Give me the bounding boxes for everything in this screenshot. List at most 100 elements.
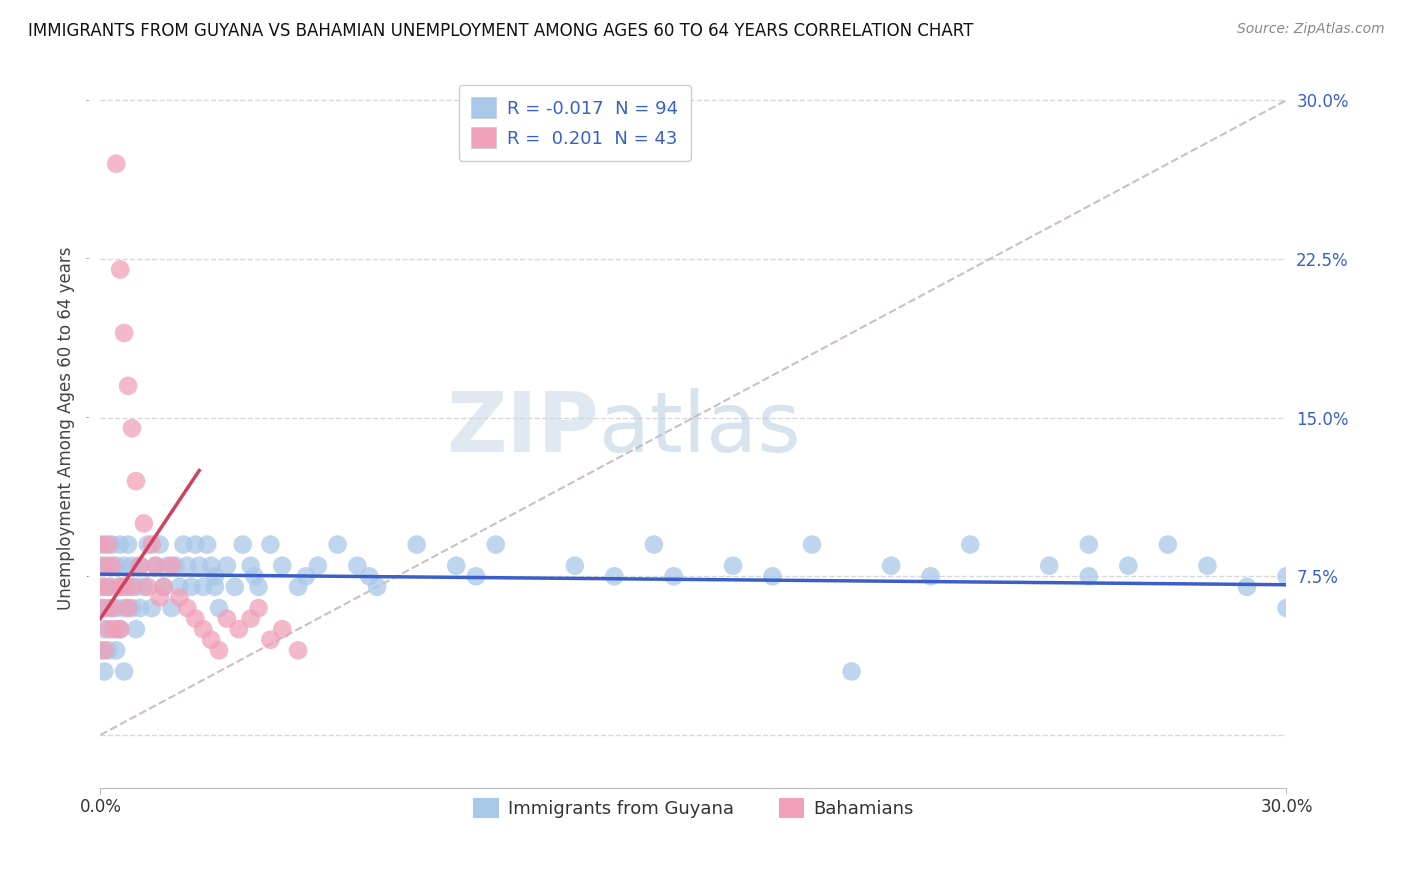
Point [564,558,586,573]
Point [121,601,143,615]
Point [93,580,115,594]
Point [121,558,143,573]
Text: atlas: atlas [599,388,800,468]
Point [152,580,174,594]
Point [603,569,626,583]
Text: Source: ZipAtlas.com: Source: ZipAtlas.com [1237,22,1385,37]
Point [129,601,152,615]
Point [228,622,250,636]
Point [180,580,202,594]
Point [208,601,231,615]
Point [121,580,143,594]
Point [259,537,281,551]
Point [136,537,159,551]
Point [93,665,115,679]
Point [117,580,139,594]
Point [112,326,135,340]
Point [239,558,262,573]
Point [307,558,329,573]
Point [105,157,128,171]
Point [200,632,222,647]
Point [145,558,167,573]
Point [149,591,172,605]
Point [1077,537,1099,551]
Point [136,580,159,594]
Point [169,591,191,605]
Point [224,580,246,594]
Point [200,558,222,573]
Text: ZIP: ZIP [446,388,599,468]
Point [156,558,179,573]
Point [287,643,309,657]
Point [117,537,139,551]
Point [149,537,172,551]
Point [172,537,194,551]
Point [89,537,111,551]
Point [841,665,863,679]
Point [97,537,120,551]
Point [662,569,685,583]
Point [193,622,215,636]
Point [160,558,183,573]
Point [105,558,128,573]
Point [920,569,942,583]
Point [89,601,111,615]
Point [259,632,281,647]
Point [444,558,467,573]
Point [801,537,824,551]
Point [93,537,115,551]
Point [145,558,167,573]
Point [287,580,309,594]
Point [169,580,191,594]
Point [117,601,139,615]
Text: IMMIGRANTS FROM GUYANA VS BAHAMIAN UNEMPLOYMENT AMONG AGES 60 TO 64 YEARS CORREL: IMMIGRANTS FROM GUYANA VS BAHAMIAN UNEMP… [28,22,973,40]
Point [761,569,783,583]
Point [346,558,368,573]
Point [112,558,135,573]
Point [243,569,266,583]
Point [101,580,124,594]
Point [93,558,115,573]
Point [359,569,381,583]
Point [188,558,211,573]
Point [959,537,981,551]
Point [366,580,388,594]
Point [643,537,665,551]
Point [105,601,128,615]
Point [89,643,111,657]
Point [112,601,135,615]
Point [108,622,131,636]
Legend: Immigrants from Guyana, Bahamians: Immigrants from Guyana, Bahamians [467,790,921,826]
Point [215,612,238,626]
Point [101,537,124,551]
Point [1236,580,1258,594]
Point [101,622,124,636]
Point [129,558,152,573]
Y-axis label: Unemployment Among Ages 60 to 64 years: Unemployment Among Ages 60 to 64 years [58,246,75,610]
Point [1077,569,1099,583]
Point [1197,558,1219,573]
Point [326,537,349,551]
Point [1118,558,1140,573]
Point [208,643,231,657]
Point [195,537,218,551]
Point [721,558,744,573]
Point [93,622,115,636]
Point [132,580,155,594]
Point [204,580,226,594]
Point [93,601,115,615]
Point [160,601,183,615]
Point [101,558,124,573]
Point [232,537,254,551]
Point [176,601,198,615]
Point [204,569,226,583]
Point [152,580,174,594]
Point [108,537,131,551]
Point [184,612,207,626]
Point [105,643,128,657]
Point [485,537,508,551]
Point [117,379,139,393]
Point [108,262,131,277]
Point [108,622,131,636]
Point [141,537,163,551]
